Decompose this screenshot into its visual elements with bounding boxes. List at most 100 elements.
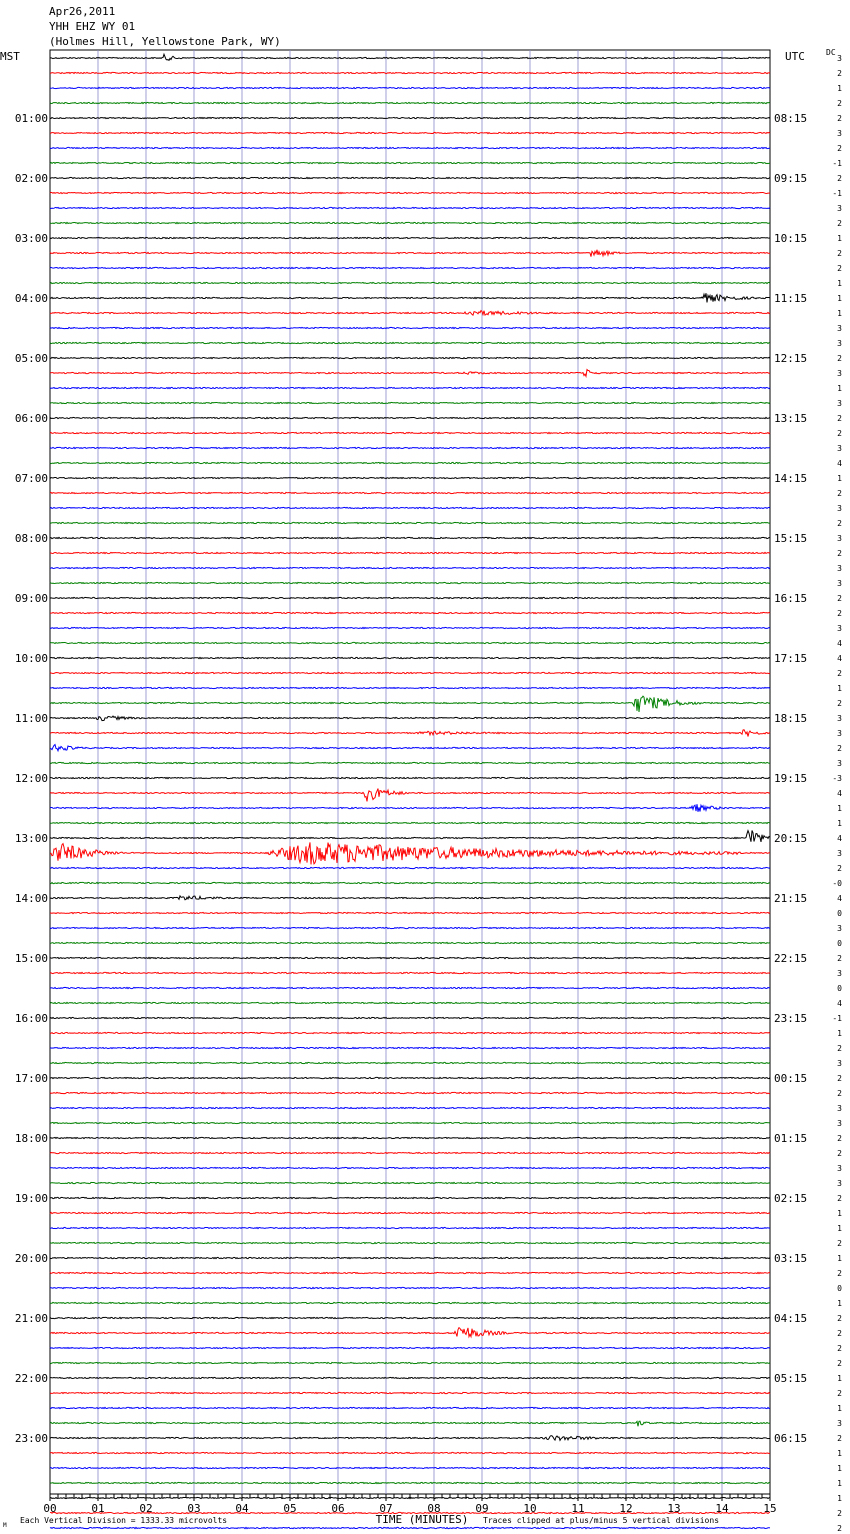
trace-row-79 [49, 1241, 770, 1245]
dc-value: 2 [837, 1329, 842, 1338]
trace-row-25 [49, 431, 771, 435]
trace-row-54 [49, 866, 771, 870]
dc-value: 3 [837, 624, 842, 633]
trace-row-0 [49, 52, 771, 62]
dc-value: 2 [837, 744, 842, 753]
dc-value: 1 [837, 1254, 842, 1263]
dc-value: 3 [837, 1179, 842, 1188]
dc-value: 1 [837, 1404, 842, 1413]
trace-row-73 [49, 1151, 771, 1155]
trace-row-81 [49, 1271, 770, 1275]
dc-value: 4 [837, 834, 842, 843]
right-hour-label: 14:15 [774, 472, 807, 485]
right-hour-label: 00:15 [774, 1072, 807, 1085]
dc-value: 2 [837, 669, 842, 678]
dc-value: 1 [837, 1374, 842, 1383]
right-hour-label: 12:15 [774, 352, 807, 365]
trace-row-85 [49, 1326, 770, 1339]
right-hour-label: 19:15 [774, 772, 807, 785]
right-hour-label: 06:15 [774, 1432, 807, 1445]
left-hour-label: 22:00 [15, 1372, 48, 1385]
trace-row-6 [49, 146, 771, 150]
trace-row-62 [49, 986, 770, 990]
dc-value: 2 [837, 1134, 842, 1143]
dc-value: 2 [837, 1359, 842, 1368]
right-hour-label: 18:15 [774, 712, 807, 725]
trace-row-80 [49, 1256, 771, 1260]
dc-value: 1 [837, 84, 842, 93]
trace-row-87 [49, 1361, 771, 1365]
right-hour-label: 03:15 [774, 1252, 807, 1265]
dc-value: 0 [837, 1284, 842, 1293]
right-hour-label: 13:15 [774, 412, 807, 425]
trace-row-98 [49, 1526, 771, 1530]
left-hour-label: 21:00 [15, 1312, 48, 1325]
trace-row-36 [49, 596, 771, 600]
left-hour-label: 20:00 [15, 1252, 48, 1265]
dc-value: 2 [837, 1389, 842, 1398]
left-hour-label: 04:00 [15, 292, 48, 305]
trace-row-65 [49, 1031, 771, 1035]
right-hour-label: 02:15 [774, 1192, 807, 1205]
trace-row-49 [49, 788, 771, 802]
right-hour-label: 22:15 [774, 952, 807, 965]
trace-row-12 [49, 236, 771, 240]
trace-row-86 [49, 1346, 771, 1350]
trace-row-13 [49, 249, 771, 258]
trace-row-55 [49, 881, 771, 885]
x-tick-label: 10 [523, 1502, 536, 1515]
x-axis-label: TIME (MINUTES) [376, 1513, 469, 1526]
trace-row-50 [49, 803, 771, 813]
dc-value: 3 [837, 1059, 842, 1068]
dc-value: 1 [837, 684, 842, 693]
trace-row-42 [49, 686, 771, 690]
x-tick-label: 14 [715, 1502, 729, 1515]
dc-value: 2 [837, 429, 842, 438]
dc-value: 3 [837, 399, 842, 408]
trace-row-14 [49, 266, 771, 270]
trace-row-21 [49, 368, 771, 379]
trace-row-71 [49, 1121, 771, 1125]
trace-row-3 [49, 101, 771, 105]
dc-value: 4 [837, 894, 842, 903]
trace-row-90 [49, 1406, 771, 1410]
left-hour-label: 17:00 [15, 1072, 48, 1085]
trace-row-23 [49, 401, 771, 405]
trace-row-41 [49, 671, 771, 675]
dc-value: 2 [837, 954, 842, 963]
trace-row-75 [49, 1181, 771, 1185]
dc-value: -0 [832, 879, 842, 888]
left-hour-label: 09:00 [15, 592, 48, 605]
trace-row-2 [50, 86, 771, 90]
dc-value: 2 [837, 1149, 842, 1158]
trace-row-22 [49, 386, 771, 390]
right-hour-label: 01:15 [774, 1132, 807, 1145]
left-hour-label: 07:00 [15, 472, 48, 485]
dc-value: 2 [837, 114, 842, 123]
right-hour-label: 17:15 [774, 652, 807, 665]
dc-value: 3 [837, 534, 842, 543]
dc-value: 1 [837, 1494, 842, 1503]
trace-row-26 [49, 446, 771, 450]
right-zone-label: UTC [785, 50, 805, 63]
right-hour-label: 05:15 [774, 1372, 807, 1385]
right-hour-label: 11:15 [774, 292, 807, 305]
dc-value: 3 [837, 714, 842, 723]
x-tick-label: 07 [379, 1502, 392, 1515]
dc-value: 3 [837, 579, 842, 588]
trace-row-47 [49, 761, 771, 765]
trace-row-39 [50, 641, 771, 645]
trace-row-18 [49, 326, 771, 330]
trace-row-76 [49, 1196, 771, 1200]
x-tick-label: 08 [427, 1502, 440, 1515]
dc-value: 2 [837, 414, 842, 423]
trace-row-53 [49, 842, 770, 865]
right-hour-label: 15:15 [774, 532, 807, 545]
trace-row-19 [49, 341, 771, 345]
dc-value: 2 [837, 864, 842, 873]
left-hour-label: 12:00 [15, 772, 48, 785]
trace-row-20 [49, 356, 771, 360]
trace-row-28 [49, 476, 771, 480]
left-hour-label: 13:00 [15, 832, 48, 845]
dc-value: 1 [837, 384, 842, 393]
